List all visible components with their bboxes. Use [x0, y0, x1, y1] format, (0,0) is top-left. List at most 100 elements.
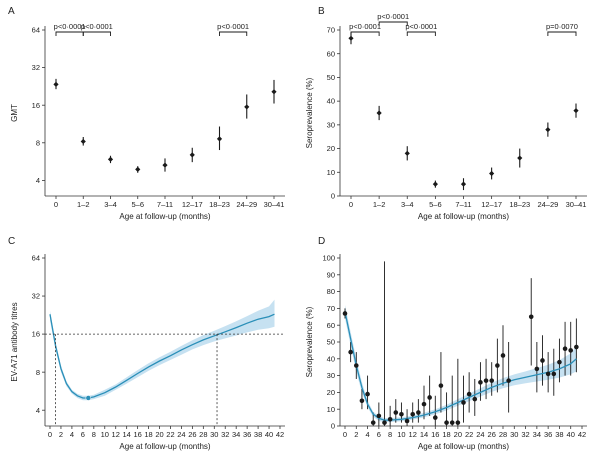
- p-value-label: p<0·0001: [405, 22, 437, 31]
- data-point: [162, 162, 168, 168]
- x-tick-label: 3–4: [401, 200, 414, 209]
- x-tick-label: 38: [254, 430, 262, 439]
- comparison-bracket: [378, 21, 408, 26]
- y-tick-label: 30: [327, 371, 335, 380]
- data-point: [244, 104, 250, 110]
- data-point: [562, 346, 568, 352]
- x-tick-label: 7–11: [455, 200, 471, 209]
- data-point: [353, 363, 359, 368]
- x-tick-label: 22: [465, 430, 473, 439]
- data-point: [271, 89, 277, 95]
- data-point: [365, 391, 370, 397]
- x-tick-label: 4: [365, 430, 369, 439]
- x-tick-label: 36: [243, 430, 251, 439]
- x-tick-label: 24–29: [236, 200, 257, 209]
- data-point: [410, 411, 416, 417]
- data-point: [427, 395, 432, 400]
- y-tick-label: 60: [327, 49, 335, 58]
- y-axis-label: Seroprevalence (%): [305, 306, 314, 377]
- data-point: [574, 344, 579, 350]
- x-tick-label: 18: [144, 430, 152, 439]
- comparison-bracket: [547, 31, 577, 36]
- data-point: [432, 415, 438, 420]
- panel-letter: B: [318, 6, 325, 17]
- data-point: [545, 371, 551, 377]
- x-tick-label: 12–17: [481, 200, 502, 209]
- x-tick-label: 8: [388, 430, 392, 439]
- x-tick-label: 30: [210, 430, 218, 439]
- data-point: [495, 363, 500, 368]
- fitted-curve: [344, 311, 577, 421]
- x-tick-label: 18: [442, 430, 450, 439]
- data-point: [382, 420, 387, 425]
- data-point: [348, 349, 353, 355]
- y-tick-label: 70: [327, 26, 335, 35]
- comparison-bracket: [350, 31, 380, 36]
- data-point: [359, 398, 365, 404]
- data-point: [483, 378, 489, 383]
- x-tick-label: 0: [54, 200, 58, 209]
- y-tick-label: 40: [327, 354, 335, 363]
- data-point: [461, 400, 466, 405]
- data-point: [460, 181, 467, 187]
- x-tick-label: 28: [499, 430, 507, 439]
- x-tick-label: 40: [567, 430, 575, 439]
- y-tick-label: 16: [32, 101, 40, 110]
- x-tick-label: 6: [81, 430, 85, 439]
- panel-B: 0 10 20 30 40 50 60 70 Seroprevalence (%) Age at …: [305, 6, 587, 221]
- x-tick-label: 24–29: [537, 200, 558, 209]
- data-point: [376, 413, 382, 419]
- data-point: [135, 166, 141, 172]
- x-tick-label: 30–41: [264, 200, 285, 209]
- x-tick-label: 8: [92, 430, 96, 439]
- data-point: [444, 420, 449, 425]
- x-tick-label: 30–41: [566, 200, 587, 209]
- data-point: [404, 150, 410, 156]
- data-point: [189, 152, 195, 158]
- x-tick-label: 40: [265, 430, 273, 439]
- data-point: [348, 35, 354, 41]
- p-value-label: p<0·0001: [217, 22, 249, 31]
- y-tick-label: 20: [327, 388, 335, 397]
- y-tick-label: 10: [327, 168, 335, 177]
- data-point: [404, 418, 410, 424]
- x-tick-label: 34: [533, 430, 541, 439]
- x-tick-label: 16: [431, 430, 439, 439]
- x-tick-label: 18–23: [209, 200, 230, 209]
- data-point: [506, 378, 511, 383]
- panel-letter: D: [318, 236, 325, 247]
- x-tick-label: 5–6: [429, 200, 442, 209]
- y-tick-label: 4: [36, 176, 40, 185]
- x-tick-label: 10: [397, 430, 405, 439]
- x-tick-label: 4: [70, 430, 74, 439]
- y-tick-label: 32: [32, 292, 40, 301]
- minimum-point: [85, 395, 92, 401]
- x-axis-label: Age at follow-up (months): [418, 442, 509, 451]
- x-tick-label: 30: [510, 430, 518, 439]
- data-point: [551, 371, 557, 377]
- panel-letter: A: [8, 6, 15, 17]
- data-point: [387, 416, 393, 422]
- y-tick-label: 0: [331, 192, 335, 201]
- x-tick-label: 5–6: [131, 200, 144, 209]
- comparison-bracket: [82, 31, 111, 36]
- x-tick-label: 20: [155, 430, 163, 439]
- x-tick-label: 34: [232, 430, 240, 439]
- x-tick-label: 7–11: [157, 200, 173, 209]
- y-tick-label: 8: [36, 368, 40, 377]
- data-point: [107, 156, 114, 162]
- x-tick-label: 18–23: [509, 200, 530, 209]
- x-tick-label: 12: [112, 430, 120, 439]
- x-tick-label: 12–17: [182, 200, 203, 209]
- y-tick-label: 50: [327, 338, 335, 347]
- x-tick-label: 2: [354, 430, 358, 439]
- data-point: [438, 383, 444, 388]
- data-point: [455, 420, 461, 425]
- x-axis-label: Age at follow-up (months): [418, 212, 509, 221]
- x-tick-label: 36: [544, 430, 552, 439]
- y-tick-label: 100: [322, 254, 335, 263]
- data-point: [545, 127, 551, 133]
- x-tick-label: 28: [199, 430, 207, 439]
